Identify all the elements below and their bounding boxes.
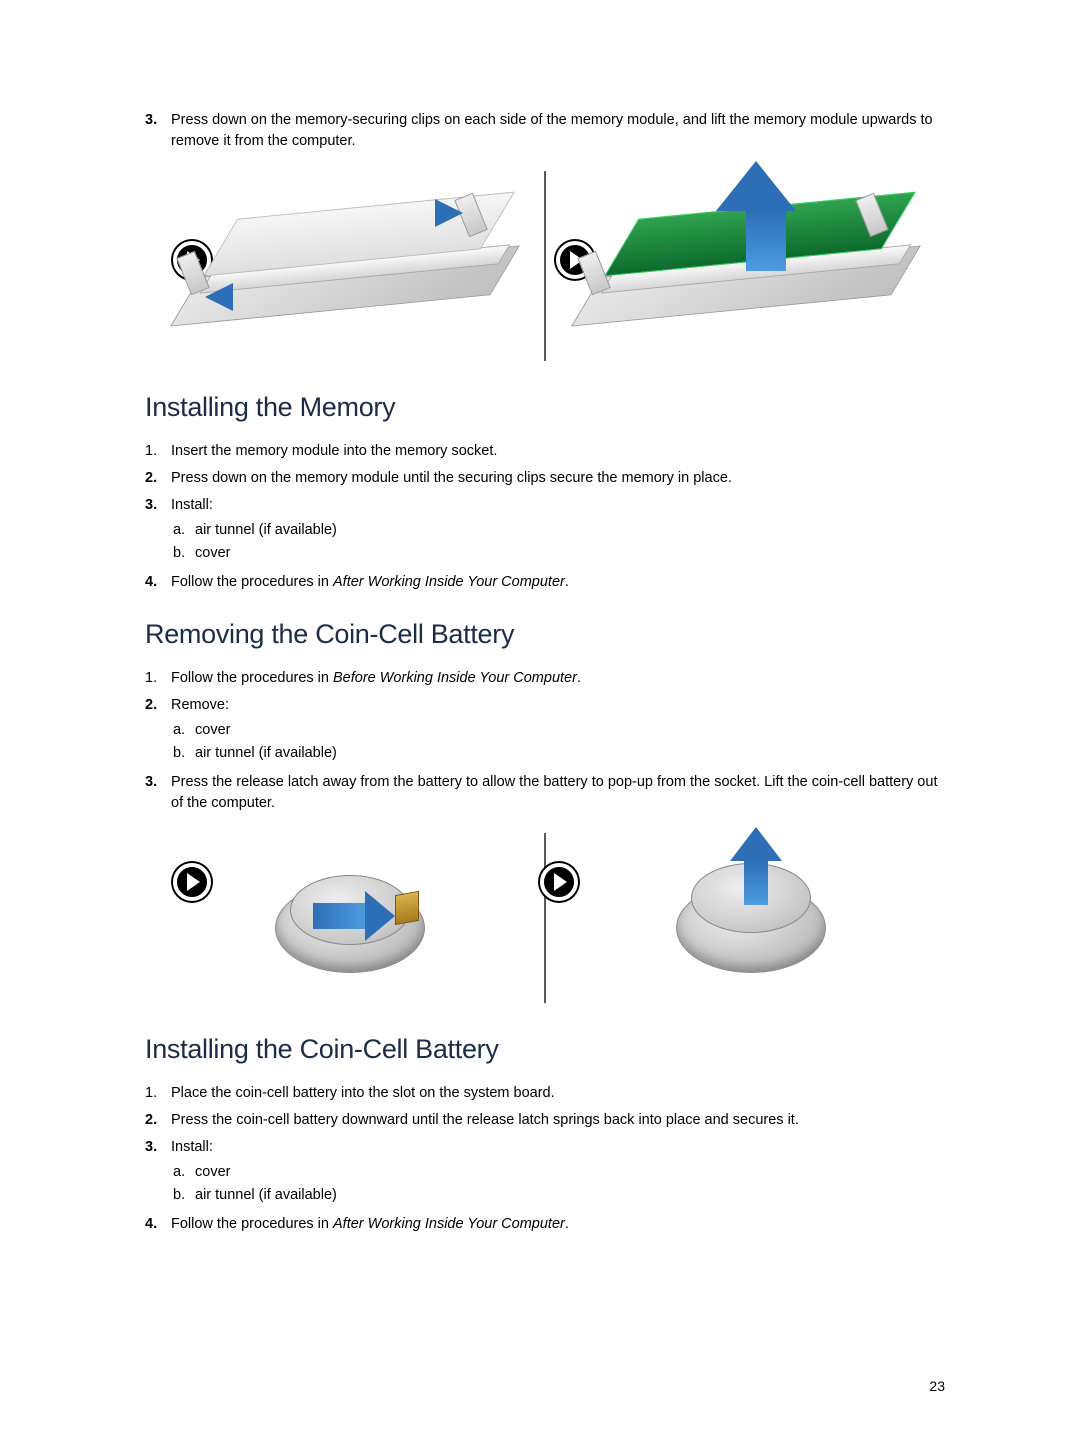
step-label: Remove: xyxy=(171,697,229,713)
step-3: 3. Install: a.cover b.air tunnel (if ava… xyxy=(145,1137,945,1208)
step-2: 2. Press the coin-cell battery downward … xyxy=(145,1110,945,1131)
figure-panel-right xyxy=(546,191,945,341)
substep-text: air tunnel (if available) xyxy=(195,743,945,764)
step-number: 3. xyxy=(145,495,171,566)
step-number: 2. xyxy=(145,1110,171,1131)
substep-text: cover xyxy=(195,543,945,564)
substep-text: air tunnel (if available) xyxy=(195,1185,945,1206)
step-label: Install: xyxy=(171,497,213,513)
step-3: 3. Install: a.air tunnel (if available) … xyxy=(145,495,945,566)
step-4: 4. Follow the procedures in After Workin… xyxy=(145,572,945,593)
text-fragment: Follow the procedures in xyxy=(171,574,333,590)
document-page: 3. Press down on the memory-securing cli… xyxy=(0,0,1080,1434)
step-text: Press the release latch away from the ba… xyxy=(171,772,945,814)
reference-title: After Working Inside Your Computer xyxy=(333,574,565,590)
step-number: 4. xyxy=(145,572,171,593)
coincell-illustration xyxy=(245,833,445,1003)
substep-a: a.cover xyxy=(171,720,945,741)
step-text: Follow the procedures in After Working I… xyxy=(171,1214,945,1235)
figure-panel-right xyxy=(546,833,945,1003)
step-number: 1. xyxy=(145,668,171,689)
step-text: Press down on the memory module until th… xyxy=(171,468,945,489)
heading-installing-coincell: Installing the Coin-Cell Battery xyxy=(145,1034,945,1065)
installing-memory-steps: 1. Insert the memory module into the mem… xyxy=(145,441,945,593)
step-text: Place the coin-cell battery into the slo… xyxy=(171,1083,945,1104)
step-text: Follow the procedures in After Working I… xyxy=(171,572,945,593)
step-label: Install: xyxy=(171,1139,213,1155)
heading-installing-memory: Installing the Memory xyxy=(145,392,945,423)
step-number: 1. xyxy=(145,441,171,462)
substep-b: b.air tunnel (if available) xyxy=(171,743,945,764)
text-fragment: Follow the procedures in xyxy=(171,670,333,686)
figure-memory-removal xyxy=(145,166,945,366)
substeps: a.air tunnel (if available) b.cover xyxy=(171,520,945,564)
coincell-illustration xyxy=(646,833,846,1003)
reference-title: After Working Inside Your Computer xyxy=(333,1216,565,1232)
step-text: Follow the procedures in Before Working … xyxy=(171,668,945,689)
reference-title: Before Working Inside Your Computer xyxy=(333,670,577,686)
substep-b: b.air tunnel (if available) xyxy=(171,1185,945,1206)
figure-coincell-removal xyxy=(145,828,945,1008)
substep-letter: a. xyxy=(171,520,195,541)
heading-removing-coincell: Removing the Coin-Cell Battery xyxy=(145,619,945,650)
substep-text: cover xyxy=(195,720,945,741)
arrow-out-icon xyxy=(313,903,365,929)
step-number: 2. xyxy=(145,468,171,489)
figure-panel-left xyxy=(145,191,544,341)
play-icon xyxy=(540,863,578,901)
step-number: 2. xyxy=(145,695,171,766)
substeps: a.cover b.air tunnel (if available) xyxy=(171,1162,945,1206)
text-fragment: . xyxy=(565,1216,569,1232)
substeps: a.cover b.air tunnel (if available) xyxy=(171,720,945,764)
step-number: 4. xyxy=(145,1214,171,1235)
substep-letter: a. xyxy=(171,720,195,741)
text-fragment: . xyxy=(577,670,581,686)
step-text: Install: a.cover b.air tunnel (if availa… xyxy=(171,1137,945,1208)
removing-memory-steps-cont: 3. Press down on the memory-securing cli… xyxy=(145,110,945,152)
play-icon xyxy=(173,863,211,901)
substep-text: air tunnel (if available) xyxy=(195,520,945,541)
page-number: 23 xyxy=(929,1378,945,1394)
installing-coincell-steps: 1. Place the coin-cell battery into the … xyxy=(145,1083,945,1235)
figure-panel-left xyxy=(145,833,544,1003)
arrow-up-icon xyxy=(744,827,782,905)
text-fragment: . xyxy=(565,574,569,590)
substep-letter: b. xyxy=(171,743,195,764)
substep-a: a.air tunnel (if available) xyxy=(171,520,945,541)
substep-a: a.cover xyxy=(171,1162,945,1183)
step-text: Insert the memory module into the memory… xyxy=(171,441,945,462)
ram-slot-illustration xyxy=(586,191,906,341)
step-number: 1. xyxy=(145,1083,171,1104)
substep-letter: a. xyxy=(171,1162,195,1183)
arrow-right-icon xyxy=(435,199,463,227)
step-number: 3. xyxy=(145,1137,171,1208)
step-3: 3. Press the release latch away from the… xyxy=(145,772,945,814)
substep-b: b.cover xyxy=(171,543,945,564)
step-number: 3. xyxy=(145,772,171,814)
ram-slot-illustration xyxy=(185,191,505,341)
step-1: 1. Insert the memory module into the mem… xyxy=(145,441,945,462)
step-2: 2. Press down on the memory module until… xyxy=(145,468,945,489)
substep-text: cover xyxy=(195,1162,945,1183)
step-1: 1. Follow the procedures in Before Worki… xyxy=(145,668,945,689)
arrow-left-icon xyxy=(205,283,233,311)
step-text: Remove: a.cover b.air tunnel (if availab… xyxy=(171,695,945,766)
step-4: 4. Follow the procedures in After Workin… xyxy=(145,1214,945,1235)
step-text: Install: a.air tunnel (if available) b.c… xyxy=(171,495,945,566)
step-text: Press the coin-cell battery downward unt… xyxy=(171,1110,945,1131)
text-fragment: Follow the procedures in xyxy=(171,1216,333,1232)
step-2: 2. Remove: a.cover b.air tunnel (if avai… xyxy=(145,695,945,766)
substep-letter: b. xyxy=(171,1185,195,1206)
step-1: 1. Place the coin-cell battery into the … xyxy=(145,1083,945,1104)
arrow-up-icon xyxy=(736,161,796,271)
step-number: 3. xyxy=(145,110,171,152)
step-text: Press down on the memory-securing clips … xyxy=(171,110,945,152)
substep-letter: b. xyxy=(171,543,195,564)
step-3: 3. Press down on the memory-securing cli… xyxy=(145,110,945,152)
removing-coincell-steps: 1. Follow the procedures in Before Worki… xyxy=(145,668,945,814)
